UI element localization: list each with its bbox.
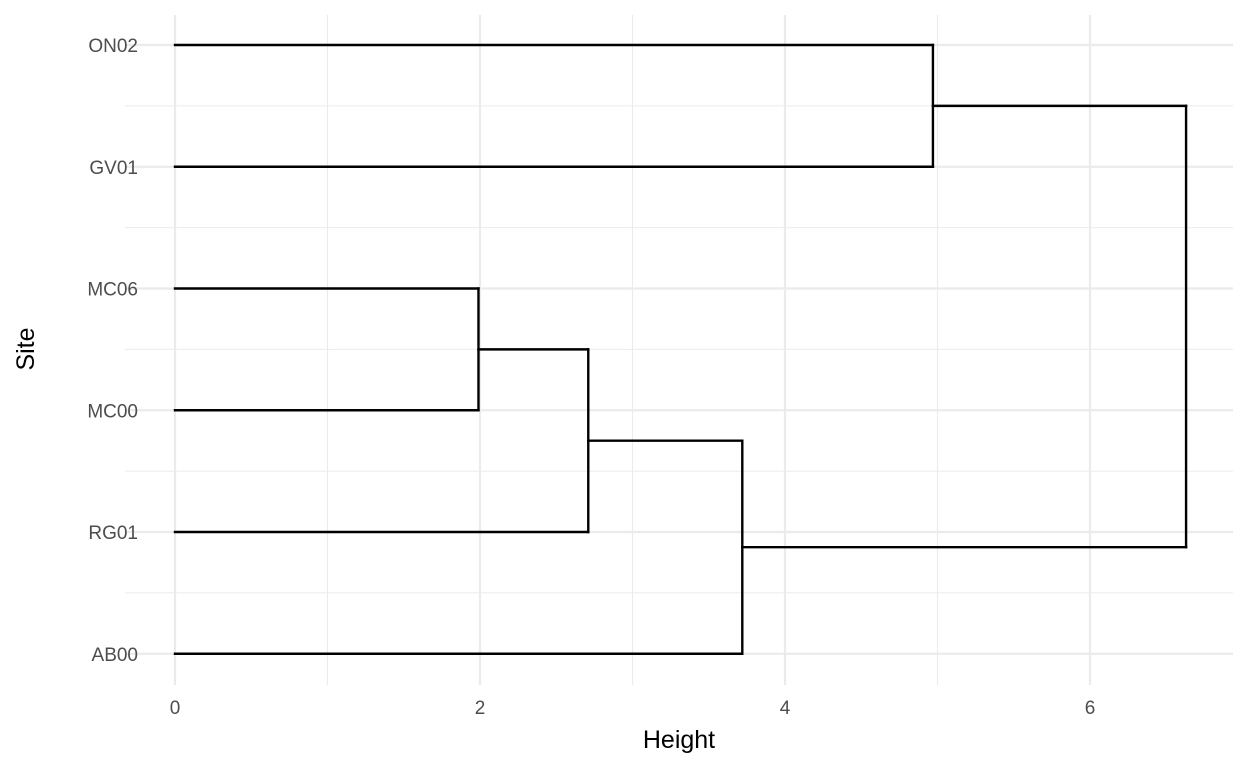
y-tick-label: GV01 — [89, 158, 138, 179]
x-axis-title: Height — [643, 726, 715, 754]
y-axis-title: Site — [12, 327, 40, 370]
x-tick-label: 2 — [475, 698, 486, 719]
x-tick-label: 6 — [1085, 698, 1096, 719]
y-tick-label: MC00 — [87, 401, 138, 422]
y-tick-label: MC06 — [87, 280, 138, 301]
x-tick-labels: 0 2 4 6 — [170, 698, 1096, 719]
y-tick-label: RG01 — [88, 523, 138, 544]
x-tick-label: 4 — [780, 698, 791, 719]
x-tick-label: 0 — [170, 698, 181, 719]
y-tick-labels: ON02 GV01 MC06 MC00 RG01 AB00 — [87, 36, 138, 666]
grid-lines — [125, 15, 1233, 685]
y-tick-label: ON02 — [88, 36, 138, 57]
y-tick-label: AB00 — [92, 645, 138, 666]
dendrogram-branches — [173, 43, 1188, 655]
